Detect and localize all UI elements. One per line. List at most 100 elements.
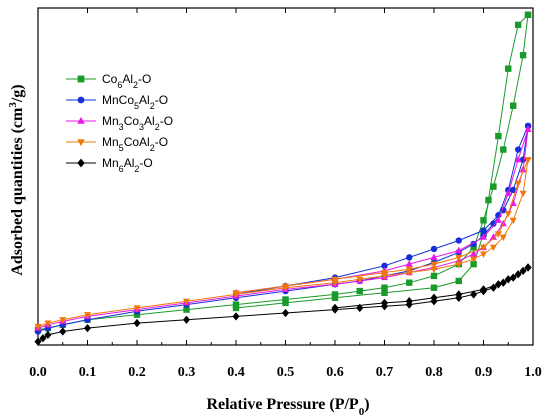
data-point [59, 327, 67, 336]
data-point [470, 244, 477, 251]
data-point [494, 280, 502, 289]
data-point [479, 251, 488, 258]
data-point [381, 289, 388, 296]
x-tick-label: 0.3 [178, 365, 196, 380]
data-point [380, 273, 389, 280]
data-point [331, 291, 339, 298]
data-point [519, 165, 527, 173]
series-3 [34, 157, 532, 331]
x-tick-label: 0.5 [277, 365, 295, 380]
data-point [509, 217, 517, 225]
series-4 [34, 263, 532, 346]
data-point [500, 146, 507, 153]
data-point [479, 244, 488, 252]
y-axis-title: Adsorbed quantities (cm3/g) [7, 84, 26, 275]
legend-marker [77, 116, 85, 124]
data-point [232, 312, 240, 321]
legend-item-0: Co6Al2-O [66, 72, 151, 90]
data-point [406, 254, 413, 261]
data-point [505, 65, 512, 72]
legend-marker [77, 139, 85, 147]
data-point [455, 277, 462, 285]
x-tick-label: 0.7 [376, 365, 394, 380]
data-point [519, 190, 527, 198]
data-point [455, 246, 463, 254]
legend-label: Mn6Al2-O [102, 156, 153, 174]
data-point [489, 244, 497, 252]
data-point [281, 308, 290, 318]
data-point [504, 189, 512, 196]
data-point [331, 280, 339, 287]
data-point [381, 284, 388, 291]
data-point [455, 254, 463, 262]
series-2-desorption-line [235, 129, 529, 294]
data-point [356, 287, 363, 295]
data-point [514, 21, 522, 29]
data-point [470, 260, 477, 268]
x-tick-label: 0.1 [79, 365, 97, 380]
data-point [470, 256, 478, 263]
data-point [430, 272, 438, 280]
data-point [405, 269, 413, 277]
data-point [281, 283, 290, 290]
data-point [499, 234, 507, 241]
data-point [524, 11, 532, 18]
data-point [455, 237, 462, 244]
series-1-desorption-line [235, 125, 529, 295]
data-point [331, 303, 339, 313]
data-point [133, 305, 141, 312]
data-point [470, 250, 478, 257]
data-point [182, 315, 191, 324]
data-point [470, 290, 478, 299]
legend-label: Mn5CoAl2-O [102, 135, 168, 153]
data-point [485, 196, 492, 204]
data-point [524, 157, 532, 164]
data-point [282, 299, 289, 307]
data-point [83, 312, 92, 319]
data-point [514, 155, 522, 163]
data-point [380, 298, 389, 308]
x-tick-label: 0.4 [227, 365, 245, 380]
data-point [489, 233, 497, 240]
data-point [524, 263, 532, 272]
data-point [494, 216, 502, 223]
data-point [356, 303, 364, 313]
data-point [494, 231, 502, 238]
data-point [232, 304, 240, 312]
data-point [133, 318, 141, 328]
data-point [480, 217, 487, 224]
x-tick-label: 0.6 [326, 365, 344, 380]
data-point [479, 233, 488, 240]
data-point [331, 294, 339, 302]
data-point [524, 125, 532, 132]
legend-item-4: Mn6Al2-O [66, 156, 153, 174]
legend-item-2: Mn3Co3Al2-O [66, 114, 173, 132]
axes: 0.0 0.1 0.2 0.3 0.4 0.5 0.6 0.7 0.8 0.9 1.0 [29, 7, 542, 380]
x-tick-label: 0.2 [128, 365, 146, 380]
data-point [430, 261, 438, 268]
data-point [232, 301, 240, 308]
data-point [282, 296, 289, 303]
data-point [44, 330, 52, 340]
data-point [430, 253, 438, 260]
data-point [59, 317, 67, 324]
data-point [39, 334, 47, 343]
legend-label: Co6Al2-O [102, 72, 151, 90]
legend-marker [77, 158, 85, 168]
data-point [381, 262, 388, 270]
legend: Co6Al2-O MnCo5Al2-O Mn3Co3Al2-O Mn5CoAl2-O M… [66, 72, 173, 174]
data-point [380, 269, 389, 277]
data-point [183, 306, 190, 313]
legend-label: MnCo5Al2-O [102, 93, 168, 111]
x-axis-title: Relative Pressure (P/P0) [206, 396, 369, 418]
data-point [490, 183, 497, 190]
data-point [430, 284, 438, 291]
data-point [182, 298, 191, 306]
data-point [495, 132, 502, 140]
data-point [331, 276, 339, 284]
legend-marker [77, 75, 85, 83]
legend-marker [77, 96, 85, 104]
data-point [514, 180, 522, 188]
data-point [83, 323, 92, 333]
